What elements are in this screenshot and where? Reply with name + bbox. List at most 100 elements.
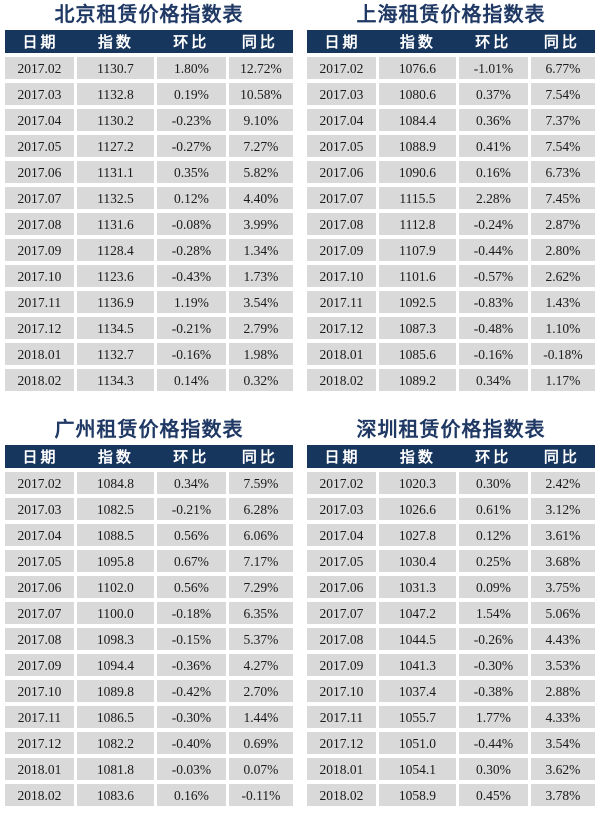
table-cell: 1055.7 bbox=[378, 706, 457, 728]
table-cell: 0.61% bbox=[459, 498, 528, 520]
table-row: 2018.01 1054.1 0.30% 3.62% bbox=[307, 758, 595, 780]
table-cell: 1.10% bbox=[530, 317, 595, 339]
column-header-date: 日期 bbox=[324, 449, 361, 466]
table-cell: 1041.3 bbox=[378, 654, 457, 676]
table-cell: -0.24% bbox=[459, 213, 528, 235]
table-cell: 1.77% bbox=[459, 706, 528, 728]
table-cell: 1098.3 bbox=[76, 628, 155, 650]
table-row: 2018.01 1081.8 -0.03% 0.07% bbox=[5, 758, 293, 780]
table-cell: -0.16% bbox=[459, 343, 528, 365]
table-cell: 1131.6 bbox=[76, 213, 155, 235]
table-cell: 1081.8 bbox=[76, 758, 155, 780]
table-cell: 1080.6 bbox=[378, 83, 457, 105]
table-cell: 1054.1 bbox=[378, 758, 457, 780]
table-cell: 1094.4 bbox=[76, 654, 155, 676]
table-cell: 5.06% bbox=[530, 602, 595, 624]
table-cell: 2017.02 bbox=[307, 472, 376, 494]
table-cell: 2017.04 bbox=[5, 524, 74, 546]
table-row: 2017.12 1082.2 -0.40% 0.69% bbox=[5, 732, 293, 754]
column-header-yoy: 同比 bbox=[543, 34, 580, 51]
table-row: 2017.11 1055.7 1.77% 4.33% bbox=[307, 706, 595, 728]
table-header-shanghai: 日期 指数 环比 同比 bbox=[307, 30, 595, 53]
table-cell: 3.68% bbox=[530, 550, 595, 572]
column-header-mom: 环比 bbox=[173, 449, 210, 466]
table-cell: 2018.01 bbox=[5, 343, 74, 365]
table-cell: 1134.5 bbox=[76, 317, 155, 339]
table-cell: 4.27% bbox=[228, 654, 293, 676]
table-cell: 2017.09 bbox=[5, 239, 74, 261]
table-cell: 1134.3 bbox=[76, 369, 155, 391]
table-title-shanghai: 上海租赁价格指数表 bbox=[356, 4, 546, 26]
table-row: 2018.02 1134.3 0.14% 0.32% bbox=[5, 369, 293, 391]
table-cell: 2018.02 bbox=[5, 784, 74, 806]
table-cell: 7.17% bbox=[228, 550, 293, 572]
table-body-beijing: 2017.02 1130.7 1.80% 12.72% 2017.03 1132.8 0.1… bbox=[5, 57, 293, 391]
table-title-beijing: 北京租赁价格指数表 bbox=[54, 4, 244, 26]
table-cell: -0.43% bbox=[157, 265, 226, 287]
table-title-shenzhen: 深圳租赁价格指数表 bbox=[356, 419, 546, 441]
table-cell: 2017.02 bbox=[307, 57, 376, 79]
table-row: 2017.02 1076.6 -1.01% 6.77% bbox=[307, 57, 595, 79]
table-section-shanghai: 上海租赁价格指数表 日期 指数 环比 同比 2017.02 1076.6 -1.01… bbox=[307, 3, 595, 397]
table-cell: 1082.2 bbox=[76, 732, 155, 754]
table-row: 2017.09 1107.9 -0.44% 2.80% bbox=[307, 239, 595, 261]
column-header-yoy: 同比 bbox=[241, 449, 278, 466]
table-cell: 1132.8 bbox=[76, 83, 155, 105]
table-cell: 2017.05 bbox=[307, 550, 376, 572]
table-row: 2018.01 1085.6 -0.16% -0.18% bbox=[307, 343, 595, 365]
table-cell: 2017.12 bbox=[307, 317, 376, 339]
table-cell: 1127.2 bbox=[76, 135, 155, 157]
table-cell: -0.08% bbox=[157, 213, 226, 235]
table-cell: -0.03% bbox=[157, 758, 226, 780]
table-cell: 0.35% bbox=[157, 161, 226, 183]
table-row: 2017.08 1044.5 -0.26% 4.43% bbox=[307, 628, 595, 650]
table-cell: 7.54% bbox=[530, 83, 595, 105]
table-cell: 0.07% bbox=[228, 758, 293, 780]
table-cell: 1.80% bbox=[157, 57, 226, 79]
table-row: 2017.05 1095.8 0.67% 7.17% bbox=[5, 550, 293, 572]
table-cell: 1132.7 bbox=[76, 343, 155, 365]
table-cell: 1128.4 bbox=[76, 239, 155, 261]
table-cell: 1.19% bbox=[157, 291, 226, 313]
table-cell: 2.70% bbox=[228, 680, 293, 702]
table-cell: 1130.2 bbox=[76, 109, 155, 131]
table-cell: 1.98% bbox=[228, 343, 293, 365]
table-title-guangzhou: 广州租赁价格指数表 bbox=[54, 419, 244, 441]
table-cell: 2017.11 bbox=[307, 706, 376, 728]
table-cell: -0.30% bbox=[459, 654, 528, 676]
table-row: 2017.05 1088.9 0.41% 7.54% bbox=[307, 135, 595, 157]
table-cell: 0.56% bbox=[157, 576, 226, 598]
table-cell: 6.35% bbox=[228, 602, 293, 624]
table-cell: 7.37% bbox=[530, 109, 595, 131]
table-cell: 12.72% bbox=[228, 57, 293, 79]
column-header-index: 指数 bbox=[97, 34, 134, 51]
table-row: 2017.08 1131.6 -0.08% 3.99% bbox=[5, 213, 293, 235]
table-cell: -0.57% bbox=[459, 265, 528, 287]
table-cell: 1.73% bbox=[228, 265, 293, 287]
table-row: 2017.07 1132.5 0.12% 4.40% bbox=[5, 187, 293, 209]
table-cell: 2017.03 bbox=[307, 498, 376, 520]
table-cell: -0.26% bbox=[459, 628, 528, 650]
table-cell: 1082.5 bbox=[76, 498, 155, 520]
column-header-date: 日期 bbox=[22, 449, 59, 466]
table-cell: 2017.03 bbox=[307, 83, 376, 105]
table-cell: 5.82% bbox=[228, 161, 293, 183]
table-row: 2018.02 1083.6 0.16% -0.11% bbox=[5, 784, 293, 806]
table-row: 2017.09 1041.3 -0.30% 3.53% bbox=[307, 654, 595, 676]
table-row: 2017.04 1088.5 0.56% 6.06% bbox=[5, 524, 293, 546]
column-header-mom: 环比 bbox=[475, 449, 512, 466]
table-cell: 1083.6 bbox=[76, 784, 155, 806]
table-cell: 1089.2 bbox=[378, 369, 457, 391]
table-cell: 1100.0 bbox=[76, 602, 155, 624]
table-cell: -0.42% bbox=[157, 680, 226, 702]
table-cell: -0.21% bbox=[157, 498, 226, 520]
table-cell: 2017.11 bbox=[5, 706, 74, 728]
column-header-date: 日期 bbox=[324, 34, 361, 51]
table-cell: -0.36% bbox=[157, 654, 226, 676]
table-cell: 2017.03 bbox=[5, 83, 74, 105]
table-cell: 1.17% bbox=[530, 369, 595, 391]
table-cell: 1112.8 bbox=[378, 213, 457, 235]
table-cell: 3.61% bbox=[530, 524, 595, 546]
table-cell: 0.36% bbox=[459, 109, 528, 131]
